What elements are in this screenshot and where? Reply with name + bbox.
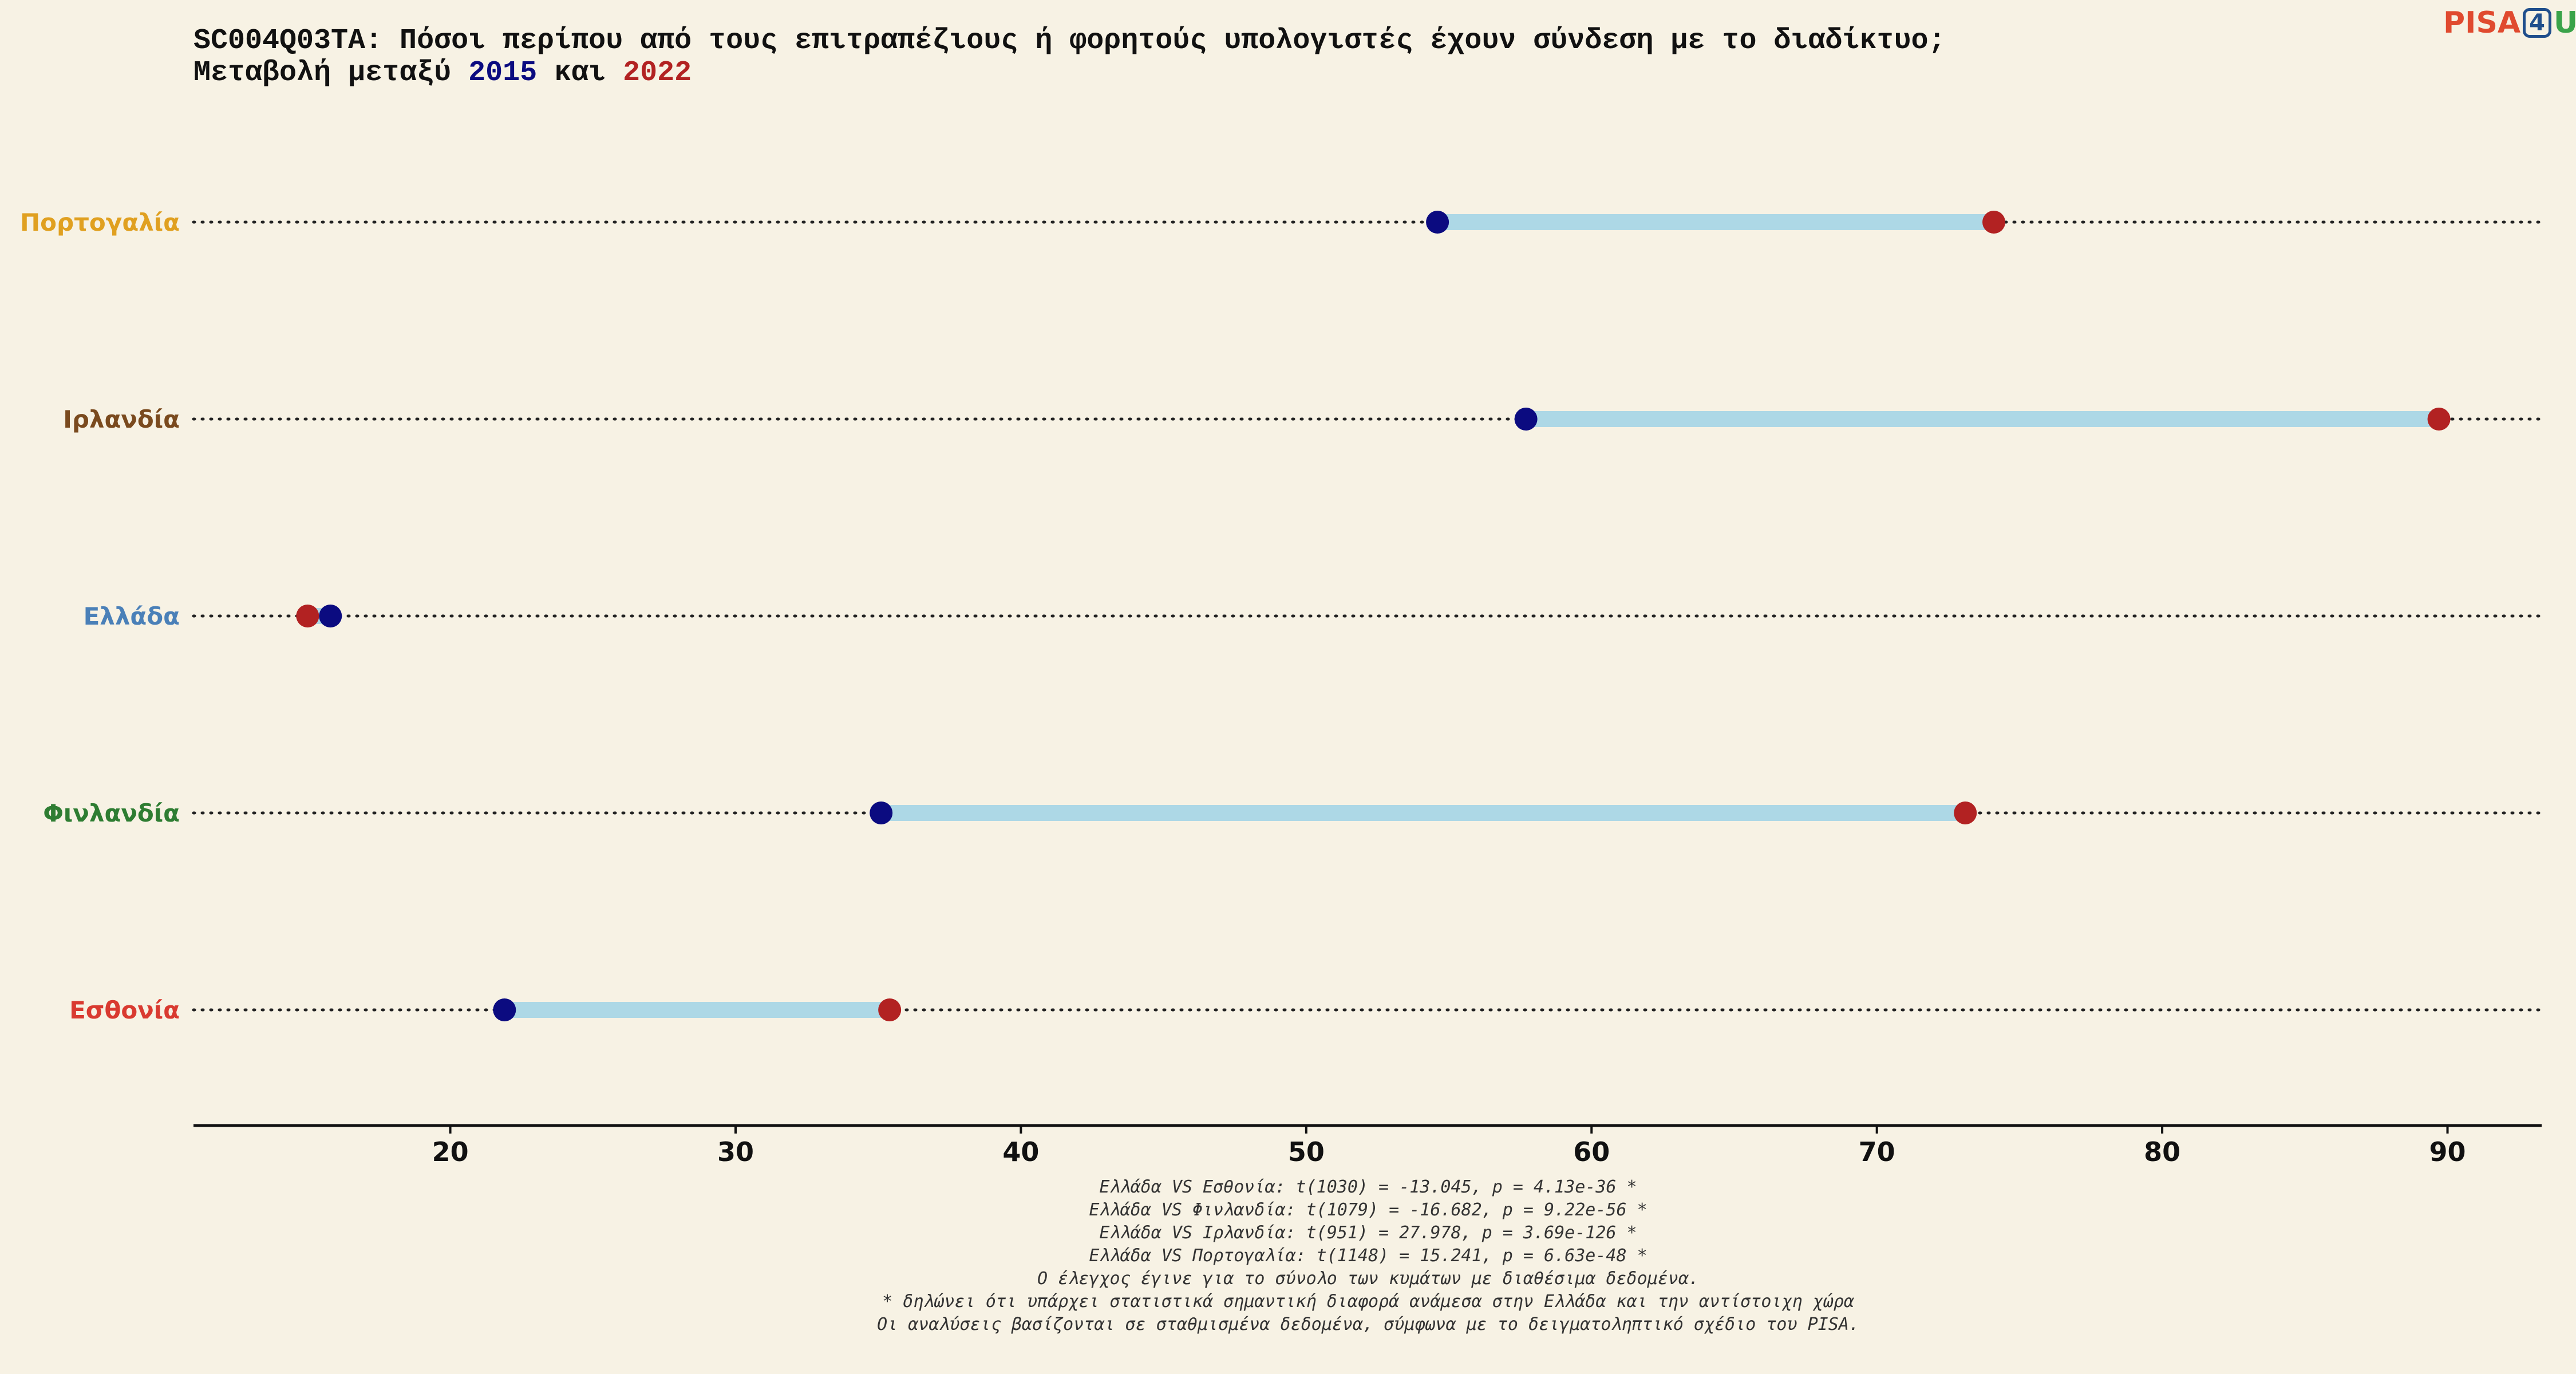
point-2015 xyxy=(493,998,516,1021)
footnote-line: Ελλάδα VS Πορτογαλία: t(1148) = 15.241, … xyxy=(1089,1246,1647,1266)
logo-u-text: U xyxy=(2554,6,2576,40)
point-2022 xyxy=(2427,408,2451,431)
footnote-line: Ελλάδα VS Φινλανδία: t(1079) = -16.682, … xyxy=(1089,1200,1647,1220)
footnote-line: Ελλάδα VS Εσθονία: t(1030) = -13.045, p … xyxy=(1099,1177,1637,1197)
category-label: Φινλανδία xyxy=(43,799,180,827)
category-label: Πορτογαλία xyxy=(20,208,180,236)
category-label: Εσθονία xyxy=(69,996,180,1024)
footnote-line: Ο έλεγχος έγινε για το σύνολο των κυμάτω… xyxy=(1037,1269,1699,1289)
x-tick-label: 50 xyxy=(1288,1136,1325,1167)
x-tick-label: 80 xyxy=(2144,1136,2180,1167)
footnote-line: Οι αναλύσεις βασίζονται σε σταθμισμένα δ… xyxy=(877,1314,1859,1334)
x-tick-label: 90 xyxy=(2429,1136,2466,1167)
title-line-1: SC004Q03TA: Πόσοι περίπου από τους επιτρ… xyxy=(193,25,1946,57)
x-tick-label: 40 xyxy=(1002,1136,1039,1167)
category-label: Ελλάδα xyxy=(84,602,180,630)
logo-pisa-text: PISA xyxy=(2443,6,2521,40)
chart-title: SC004Q03TA: Πόσοι περίπου από τους επιτρ… xyxy=(193,25,1946,89)
x-tick-label: 30 xyxy=(717,1136,754,1167)
title-year-2015: 2015 xyxy=(468,57,538,89)
point-2022 xyxy=(1954,802,1977,824)
logo-four-box: 4 xyxy=(2523,8,2551,38)
point-2022 xyxy=(1982,211,2006,234)
point-2022 xyxy=(296,605,319,627)
point-2015 xyxy=(870,802,893,824)
title-middle: και xyxy=(537,57,623,89)
x-tick-label: 60 xyxy=(1573,1136,1610,1167)
title-year-2022: 2022 xyxy=(623,57,692,89)
title-line-2: Μεταβολή μεταξύ 2015 και 2022 xyxy=(193,57,1946,89)
point-2015 xyxy=(1514,408,1538,431)
point-2015 xyxy=(1426,211,1449,234)
title-prefix: Μεταβολή μεταξύ xyxy=(193,57,469,89)
x-tick-label: 20 xyxy=(432,1136,469,1167)
category-label: Ιρλανδία xyxy=(63,405,180,433)
x-tick-label: 70 xyxy=(1859,1136,1895,1167)
footnote-line: * δηλώνει ότι υπάρχει στατιστικά σημαντι… xyxy=(882,1292,1854,1312)
point-2022 xyxy=(878,998,902,1021)
pisa4u-logo: PISA 4 U xyxy=(2443,6,2576,40)
footnotes: Ελλάδα VS Εσθονία: t(1030) = -13.045, p … xyxy=(0,1176,2576,1336)
point-2015 xyxy=(319,605,342,627)
footnote-line: Ελλάδα VS Ιρλανδία: t(951) = 27.978, p =… xyxy=(1099,1223,1637,1243)
